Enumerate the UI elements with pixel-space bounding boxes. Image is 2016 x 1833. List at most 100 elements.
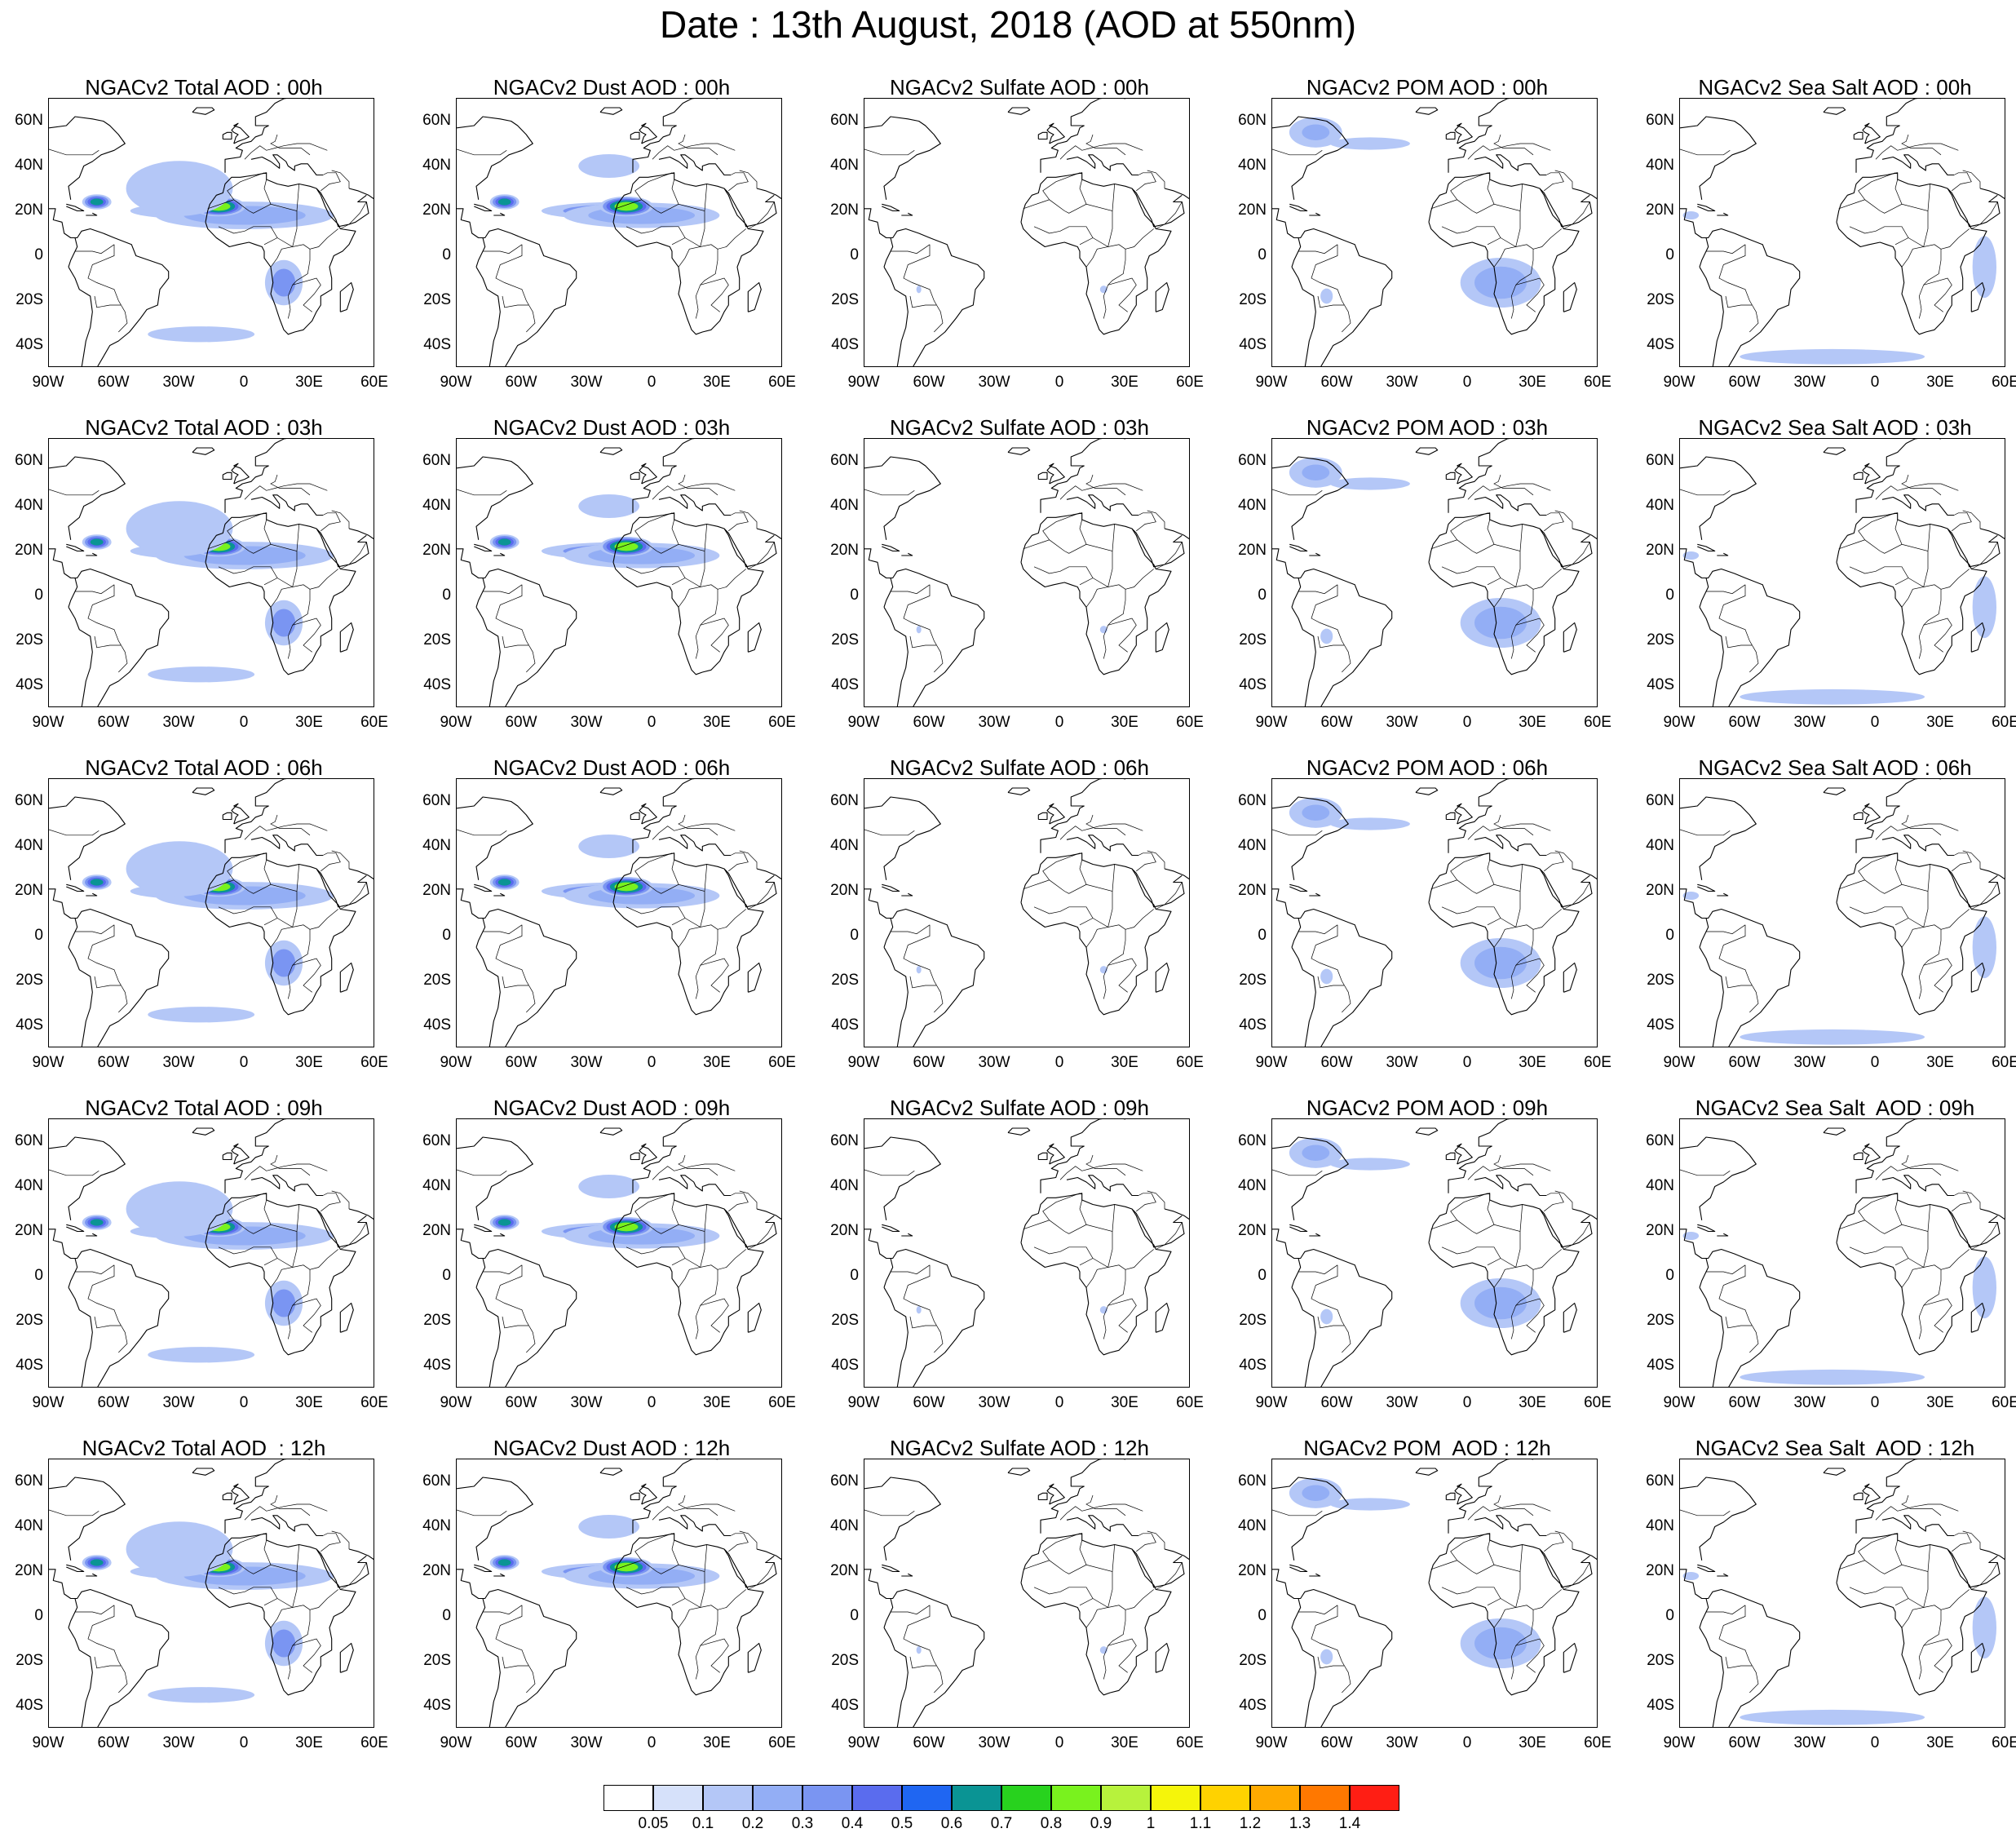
country-border	[1940, 569, 1970, 590]
coastline	[658, 1175, 731, 1197]
country-border	[652, 823, 736, 840]
country-border	[1971, 542, 1998, 569]
map-frame	[456, 1459, 782, 1728]
map-frame	[864, 1459, 1190, 1728]
country-border	[1450, 852, 1488, 881]
country-border	[1125, 228, 1154, 250]
latitude-tick-label: 40N	[1238, 836, 1267, 854]
coastline	[86, 1233, 98, 1237]
country-border	[1147, 170, 1165, 188]
country-border	[1908, 1598, 1942, 1680]
latitude-tick-label: 40N	[15, 836, 43, 854]
longitude-tick-label: 30E	[295, 374, 323, 391]
coastline	[882, 203, 900, 212]
country-border	[1725, 635, 1752, 649]
country-border	[1125, 1589, 1154, 1610]
coastline	[1699, 1287, 1724, 1387]
longitude-tick-label: 30E	[295, 1054, 323, 1071]
latitude-tick-label: 0	[442, 1606, 451, 1624]
map-frame	[1271, 98, 1598, 367]
longitude-tick-label: 30E	[703, 714, 731, 731]
latitude-tick-label: 40S	[423, 675, 451, 693]
colorbar-swatch	[1300, 1785, 1350, 1811]
country-border	[1079, 179, 1087, 205]
coastline	[49, 888, 170, 1047]
colorbar-swatch	[902, 1785, 952, 1811]
country-border	[296, 524, 300, 551]
longitude-tick-label: 60E	[1176, 1734, 1204, 1751]
country-border	[1849, 566, 1909, 586]
coastline	[86, 552, 98, 556]
aod-contour-fill	[274, 1632, 294, 1654]
coastline	[1289, 543, 1308, 552]
country-border	[1033, 1246, 1094, 1266]
coastline	[1539, 528, 1593, 568]
coastline	[1415, 787, 1439, 795]
coastline	[1454, 803, 1473, 825]
country-border	[1441, 906, 1501, 926]
colorbar-label: 0.05	[638, 1815, 669, 1832]
map-panel: NGACv2 Dust AOD : 12h 60N 40N 20N 0 20S 40S 90W…	[408, 1434, 816, 1777]
map-panel: NGACv2 Sulfate AOD : 03h 60N 40N 20N 0 20S 40S…	[816, 414, 1223, 756]
longitude-tick-label: 60E	[360, 714, 388, 731]
coastline	[1699, 578, 1709, 608]
coastline	[639, 803, 657, 825]
longitude-tick-label: 30E	[1519, 1054, 1546, 1071]
country-border	[1042, 172, 1081, 201]
coastline	[1155, 281, 1169, 312]
latitude-tick-label: 20N	[1238, 1221, 1267, 1239]
country-border	[1079, 519, 1087, 545]
aod-contour-fill	[126, 1521, 233, 1577]
latitude-tick-label: 0	[442, 1266, 451, 1284]
coastline	[49, 1229, 170, 1387]
longitude-tick-label: 0	[1870, 714, 1880, 731]
map-frame	[48, 778, 374, 1047]
country-border	[1467, 143, 1551, 160]
longitude-tick-label: 90W	[440, 374, 472, 391]
coastline	[1046, 463, 1065, 485]
country-border	[1298, 244, 1338, 255]
panel-title: NGACv2 Dust AOD : 09h	[493, 1096, 731, 1120]
country-border	[1962, 1190, 1981, 1209]
longitude-tick-label: 60E	[1176, 1054, 1204, 1071]
country-border	[321, 852, 341, 872]
aod-contour-fill	[1775, 352, 1890, 362]
coastline	[1428, 852, 1580, 1016]
country-border	[1317, 635, 1344, 649]
coastline	[1272, 888, 1393, 1047]
panel-title: NGACv2 Sulfate AOD : 03h	[890, 415, 1149, 440]
map-frame	[1679, 778, 2005, 1047]
latitude-tick-label: 20S	[1647, 631, 1674, 649]
country-border	[1107, 277, 1137, 312]
country-border	[1147, 1530, 1165, 1549]
coastline	[1855, 779, 1941, 853]
coastline	[339, 962, 354, 993]
country-border	[1718, 1264, 1759, 1353]
coastline	[457, 888, 577, 1047]
coastline	[723, 1208, 777, 1248]
latitude-tick-label: 0	[1258, 246, 1267, 263]
coastline	[457, 456, 533, 540]
country-border	[652, 1503, 736, 1521]
latitude-tick-label: 40S	[1239, 1356, 1267, 1374]
longitude-tick-label: 90W	[440, 1394, 472, 1411]
colorbar-swatch	[852, 1785, 902, 1811]
latitude-tick-label: 20S	[1647, 290, 1674, 308]
aod-contour-fill	[1322, 972, 1331, 981]
country-border	[1298, 1605, 1338, 1615]
latitude-tick-label: 20S	[423, 290, 451, 308]
coastline	[1697, 203, 1716, 212]
coastline	[1572, 868, 1597, 880]
country-border	[1532, 1249, 1562, 1270]
longitude-tick-label: 30W	[1386, 1394, 1418, 1411]
latitude-tick-label: 40S	[1647, 1696, 1674, 1714]
country-border	[1519, 524, 1523, 551]
latitude-tick-label: 60N	[1238, 451, 1267, 469]
map-canvas	[1680, 99, 2005, 366]
country-border	[1500, 1598, 1534, 1680]
latitude-tick-label: 40N	[1238, 496, 1267, 514]
coastline	[316, 188, 369, 228]
coastline	[222, 472, 232, 480]
coastline	[1037, 1152, 1048, 1161]
country-border	[1042, 1533, 1081, 1561]
